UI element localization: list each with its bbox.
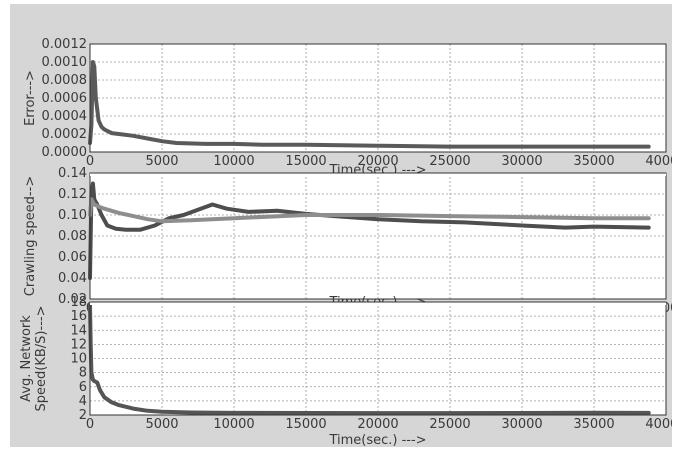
y-tick-label: 0.10 xyxy=(58,208,87,223)
y-tick-label: 0.02 xyxy=(58,292,87,307)
y-tick-label: 0.0010 xyxy=(42,55,88,70)
y-tick-label: 0.0006 xyxy=(42,91,88,106)
x-tick-label: 10000 xyxy=(213,417,254,432)
y-tick-label: 14 xyxy=(70,323,87,338)
y-tick-label: 0.0002 xyxy=(42,127,88,142)
x-tick-label: 40000 xyxy=(645,154,672,169)
series-line-1 xyxy=(88,60,651,149)
x-tick-label: 0 xyxy=(86,154,94,169)
x-tick-label: 25000 xyxy=(429,154,470,169)
y-axis-label: Error---> xyxy=(23,70,38,126)
y-tick-label: 0.12 xyxy=(58,187,87,202)
series-line-2 xyxy=(88,197,651,224)
x-tick-label: 0 xyxy=(86,417,94,432)
x-tick-label: 5000 xyxy=(145,154,178,169)
chart-figure: 0500010000150002000025000300003500040000… xyxy=(19,37,672,447)
y-tick-label: 2 xyxy=(79,408,87,423)
y-tick-label: 10 xyxy=(70,352,87,367)
y-tick-label: 6 xyxy=(79,380,87,395)
panel-1: 0 5000 10000 15000 20000 25000 30000 35000 40000… xyxy=(23,37,672,178)
y-tick-label: 0.0000 xyxy=(42,145,88,160)
x-tick-label: 20000 xyxy=(357,154,398,169)
y-tick-label: 8 xyxy=(79,366,87,381)
y-axis-label: Crawling speed--> xyxy=(23,176,38,296)
y-tick-label: 0.0004 xyxy=(42,109,88,124)
plot-area-top-edge xyxy=(90,302,666,305)
series-line-1 xyxy=(88,303,651,416)
y-tick-label: 0.0012 xyxy=(42,37,88,52)
x-tick-label: 25000 xyxy=(429,417,470,432)
x-tick-label: 10000 xyxy=(213,154,254,169)
x-tick-label: 40000 xyxy=(645,417,672,432)
panel-3: 0 5000 10000 15000 20000 25000 30000 35000 40000… xyxy=(19,295,672,447)
y-tick-label: 0.14 xyxy=(58,166,87,181)
y-tick-label: 0.06 xyxy=(58,250,87,265)
x-tick-label: 35000 xyxy=(573,154,614,169)
figure-background: 0500010000150002000025000300003500040000… xyxy=(10,4,672,447)
y-axis-label: Speed(KB/S)---> xyxy=(34,306,49,412)
x-axis-label: Time(sec.) ---> xyxy=(328,433,426,447)
y-tick-label: 0.04 xyxy=(58,271,87,286)
y-tick-label: 0.08 xyxy=(58,229,87,244)
panel-2: 0500010000150002000025000300003500040000… xyxy=(23,166,672,316)
y-tick-label: 0.0008 xyxy=(42,73,88,88)
y-tick-label: 4 xyxy=(79,394,87,409)
plot-frame xyxy=(89,43,667,153)
y-tick-label: 16 xyxy=(70,309,87,324)
x-tick-label: 5000 xyxy=(145,417,178,432)
x-tick-label: 20000 xyxy=(357,417,398,432)
y-axis-label: Avg. Network xyxy=(19,315,34,402)
x-tick-label: 30000 xyxy=(501,154,542,169)
x-tick-label: 15000 xyxy=(285,154,326,169)
x-tick-label: 15000 xyxy=(285,417,326,432)
y-tick-label: 18 xyxy=(70,295,87,310)
x-tick-label: 30000 xyxy=(501,417,542,432)
y-tick-label: 12 xyxy=(70,337,87,352)
plot-area-top-edge xyxy=(90,173,666,176)
x-tick-label: 35000 xyxy=(573,417,614,432)
